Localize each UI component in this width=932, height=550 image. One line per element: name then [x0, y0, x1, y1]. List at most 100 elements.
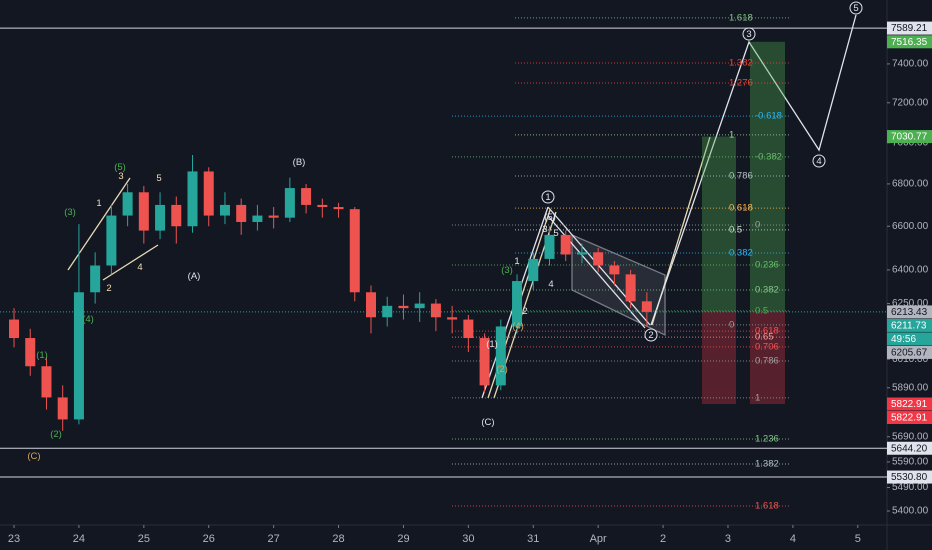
wave-label: 2	[106, 283, 111, 294]
fib-label: 1.382	[729, 57, 753, 68]
candle-body	[203, 171, 214, 216]
wave-label: 4	[816, 156, 821, 167]
fib-label: 0.5	[755, 305, 768, 316]
candle-body	[463, 319, 474, 339]
wave-path	[650, 14, 857, 326]
fib-label: 0.382	[729, 247, 753, 258]
candle-body	[73, 292, 84, 420]
wave-circle	[541, 190, 555, 204]
wave-label: 5	[853, 3, 858, 14]
wave-label: (4)	[512, 321, 524, 332]
price-tag-label: 7030.77	[891, 132, 928, 143]
candle-body	[560, 234, 571, 255]
y-tick-label: 5490.00	[892, 482, 929, 493]
candle-body	[398, 305, 409, 309]
wave-label: (C)	[27, 451, 40, 462]
wave-label: 5	[156, 173, 161, 184]
wave-label: (5)	[114, 162, 126, 173]
price-tag	[887, 35, 932, 49]
candle-body	[544, 234, 555, 259]
candle-body	[252, 215, 263, 222]
x-tick-label: 5	[855, 533, 861, 545]
wave-label: (2)	[496, 364, 508, 375]
fib-label: 1	[729, 129, 734, 140]
wave-label: (2)	[50, 429, 62, 440]
wave-label: (3)	[64, 207, 76, 218]
x-tick-label: 23	[8, 533, 20, 545]
fib-label: 1	[755, 392, 760, 403]
candle-body	[25, 338, 36, 367]
price-tag	[887, 397, 932, 411]
x-tick-label: 30	[462, 533, 474, 545]
price-tag	[887, 470, 932, 484]
wave-label: 1	[96, 198, 101, 209]
wave-label: 1	[514, 256, 519, 267]
x-tick-label: 28	[332, 533, 344, 545]
candle-body	[301, 188, 312, 205]
x-tick-label: 29	[397, 533, 409, 545]
price-tag-label: 7516.35	[891, 37, 928, 48]
fib-label: 1.618	[755, 501, 779, 512]
fib-label: 1.618	[729, 12, 753, 23]
x-tick-label: Apr	[590, 533, 607, 545]
fib-label: 1.236	[755, 434, 779, 445]
y-tick-label: 7200.00	[892, 97, 929, 108]
candle-body	[155, 204, 166, 231]
candle-body	[447, 317, 458, 320]
y-tick-label: 5590.00	[892, 457, 929, 468]
y-tick-label: 6250.00	[892, 298, 929, 309]
candle-body	[430, 303, 441, 318]
wave-label: 1	[545, 192, 550, 203]
wave-label: (1)	[36, 350, 48, 361]
candle-body	[171, 204, 182, 227]
wave-label: (5)	[544, 212, 556, 223]
trend-line	[67, 177, 131, 271]
fib-label: 0.382	[755, 285, 779, 296]
wave-label: (B)	[293, 157, 306, 168]
y-tick-label: 6010.00	[892, 354, 929, 365]
candle-body	[236, 204, 247, 222]
x-tick-label: 26	[203, 533, 215, 545]
y-tick-label: 6800.00	[892, 179, 929, 190]
price-tag	[887, 21, 932, 35]
x-tick-label: 31	[527, 533, 539, 545]
candle-body	[414, 303, 425, 309]
price-tag-label: 49:56	[891, 334, 916, 345]
wave-label: 4	[548, 279, 553, 290]
price-tag-label: 5822.91	[891, 413, 928, 424]
price-tag	[887, 411, 932, 425]
fib-label: 0.786	[729, 171, 753, 182]
price-tag-label: 5644.20	[891, 443, 928, 454]
wave-label: 5	[553, 228, 558, 239]
candle-body	[495, 326, 506, 386]
candle-body	[106, 215, 117, 266]
x-tick-label: 25	[138, 533, 150, 545]
x-tick-label: 24	[73, 533, 85, 545]
candle-body	[317, 204, 328, 208]
x-tick-label: 2	[660, 533, 666, 545]
position-zone	[702, 136, 736, 312]
price-tag-label: 5822.91	[891, 399, 928, 410]
fib-label: 1.382	[755, 458, 779, 469]
price-tag-label: 5530.80	[891, 472, 928, 483]
position-zone	[750, 311, 785, 405]
candle-body	[284, 188, 295, 218]
position-zone	[750, 41, 785, 312]
y-tick-label: 5690.00	[892, 431, 929, 442]
candle-body	[512, 281, 523, 327]
price-tag	[887, 441, 932, 455]
x-tick-label: 3	[725, 533, 731, 545]
y-tick-label: 6400.00	[892, 265, 929, 276]
wave-label: (A)	[188, 271, 201, 282]
price-tag-label: 6205.67	[891, 348, 928, 359]
candle-body	[479, 338, 490, 386]
candle-body	[576, 252, 587, 255]
fib-label: 0.618	[755, 326, 779, 337]
wave-label: (4)	[82, 314, 94, 325]
y-tick-label: 5890.00	[892, 382, 929, 393]
wave-circle	[812, 154, 826, 168]
candle-body	[625, 274, 636, 302]
fib-label: 0.5	[729, 224, 742, 235]
candle-body	[90, 265, 101, 293]
wave-line	[547, 206, 651, 326]
